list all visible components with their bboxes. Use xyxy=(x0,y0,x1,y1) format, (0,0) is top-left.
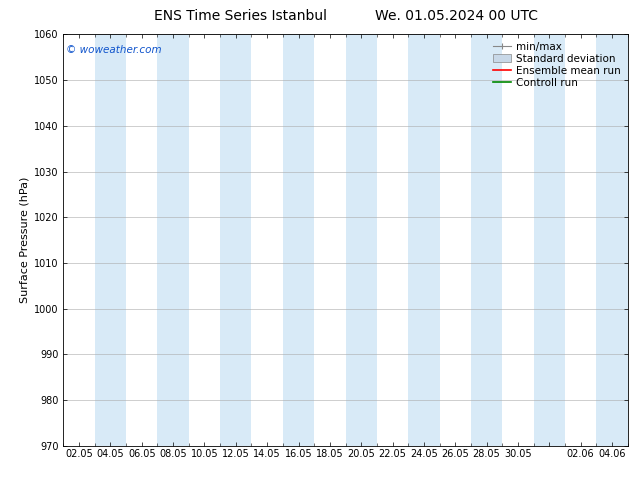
Bar xyxy=(283,34,314,446)
Bar xyxy=(534,34,565,446)
Bar xyxy=(597,34,628,446)
Bar xyxy=(157,34,189,446)
Y-axis label: Surface Pressure (hPa): Surface Pressure (hPa) xyxy=(20,177,30,303)
Bar xyxy=(408,34,439,446)
Text: ENS Time Series Istanbul: ENS Time Series Istanbul xyxy=(155,9,327,23)
Bar xyxy=(94,34,126,446)
Bar xyxy=(471,34,502,446)
Bar xyxy=(346,34,377,446)
Text: © woweather.com: © woweather.com xyxy=(66,45,162,54)
Text: We. 01.05.2024 00 UTC: We. 01.05.2024 00 UTC xyxy=(375,9,538,23)
Legend: min/max, Standard deviation, Ensemble mean run, Controll run: min/max, Standard deviation, Ensemble me… xyxy=(491,40,623,90)
Bar xyxy=(220,34,252,446)
